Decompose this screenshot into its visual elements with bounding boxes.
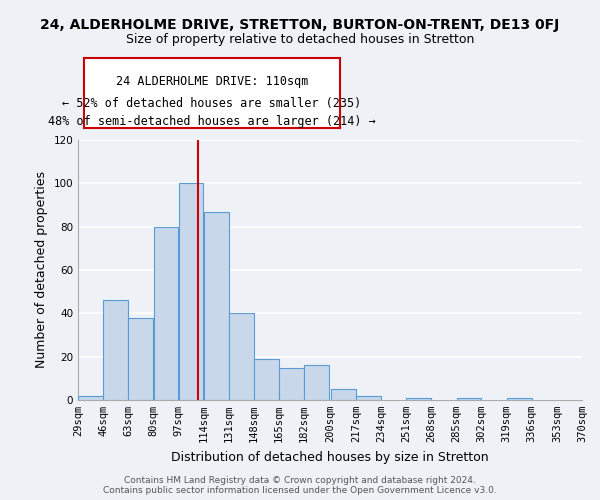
Bar (103, 300, 128, 400)
Text: 48% of semi-detached houses are larger (214) →: 48% of semi-detached houses are larger (… (48, 116, 376, 128)
Bar (457, 398, 481, 400)
Bar (279, 368, 304, 400)
Bar (128, 318, 153, 400)
Bar (78, 396, 103, 400)
Bar (356, 396, 381, 400)
Text: 24 ALDERHOLME DRIVE: 110sqm: 24 ALDERHOLME DRIVE: 110sqm (116, 76, 308, 88)
Text: ← 52% of detached houses are smaller (235): ← 52% of detached houses are smaller (23… (62, 96, 362, 110)
Bar (179, 184, 203, 400)
Bar (331, 389, 356, 400)
Bar (304, 366, 329, 400)
Bar (229, 314, 254, 400)
Text: 24, ALDERHOLME DRIVE, STRETTON, BURTON-ON-TRENT, DE13 0FJ: 24, ALDERHOLME DRIVE, STRETTON, BURTON-O… (40, 18, 560, 32)
Bar (406, 398, 431, 400)
Bar (507, 398, 532, 400)
Y-axis label: Number of detached properties: Number of detached properties (35, 172, 48, 368)
Bar (254, 359, 279, 400)
Bar (154, 226, 178, 400)
Bar (204, 212, 229, 400)
X-axis label: Distribution of detached houses by size in Stretton: Distribution of detached houses by size … (171, 450, 489, 464)
Text: Contains HM Land Registry data © Crown copyright and database right 2024.
Contai: Contains HM Land Registry data © Crown c… (103, 476, 497, 495)
Text: Size of property relative to detached houses in Stretton: Size of property relative to detached ho… (126, 32, 474, 46)
